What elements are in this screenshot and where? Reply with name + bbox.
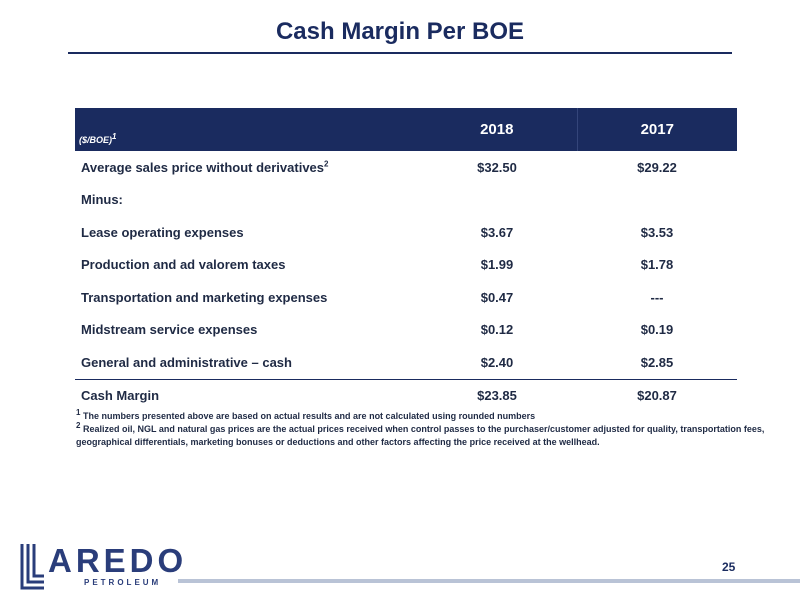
row-label: General and administrative – cash	[81, 354, 292, 370]
table-row: Lease operating expenses $3.67 $3.53	[75, 216, 737, 249]
footer-bar	[178, 579, 800, 583]
table-row: Minus:	[75, 184, 737, 217]
row-label-text: Average sales price without derivatives	[81, 159, 325, 175]
units-header-text: ($/BOE)	[79, 135, 113, 145]
value-2018: $0.12	[480, 322, 514, 338]
value-2017: $20.87	[577, 378, 737, 412]
footnote-1-mark: 1	[76, 408, 81, 417]
value-2017	[577, 184, 737, 217]
value-2017: ---	[650, 289, 664, 305]
table-row: General and administrative – cash $2.40 …	[75, 346, 737, 379]
table-row: Average sales price without derivatives2…	[75, 151, 737, 184]
value-2017: $29.22	[637, 159, 677, 175]
footnote-2: 2 Realized oil, NGL and natural gas pric…	[76, 421, 766, 449]
year-header-2017: 2017	[576, 108, 737, 151]
cash-margin-table: ($/BOE)1 2018 2017 Average sales price w…	[75, 108, 737, 412]
table-row: Transportation and marketing expenses $0…	[75, 281, 737, 314]
value-2017: $0.19	[640, 322, 674, 338]
row-label: Minus:	[81, 192, 123, 208]
table-row: Production and ad valorem taxes $1.99 $1…	[75, 249, 737, 282]
title-divider	[68, 52, 732, 54]
table-header-row: ($/BOE)1 2018 2017	[75, 108, 737, 151]
footnote-2-text: Realized oil, NGL and natural gas prices…	[76, 424, 765, 447]
footnote-1: 1 The numbers presented above are based …	[76, 408, 766, 423]
units-header-sup: 1	[112, 132, 117, 141]
footnote-1-text: The numbers presented above are based on…	[82, 411, 536, 421]
row-label: Production and ad valorem taxes	[81, 257, 286, 273]
value-2017: $1.78	[640, 257, 674, 273]
page-number: 25	[722, 560, 736, 574]
row-label: Transportation and marketing expenses	[81, 289, 328, 305]
value-2018: $2.40	[480, 354, 514, 370]
cash-margin-total-row: Cash Margin $23.85 $20.87	[75, 378, 737, 412]
value-2018: $32.50	[477, 159, 517, 175]
value-2018: $23.85	[417, 378, 577, 412]
footnote-2-mark: 2	[76, 421, 81, 430]
units-header: ($/BOE)1	[75, 108, 417, 151]
row-label: Midstream service expenses	[81, 322, 258, 338]
logo-wordmark: AREDO	[48, 542, 188, 579]
row-label: Lease operating expenses	[81, 224, 244, 240]
page-title: Cash Margin Per BOE	[275, 18, 525, 45]
year-header-2018: 2018	[417, 108, 577, 151]
value-2018: $0.47	[480, 289, 514, 305]
value-2017: $3.53	[640, 224, 674, 240]
logo-subtitle: PETROLEUM	[84, 578, 162, 587]
row-label: Average sales price without derivatives2	[75, 151, 417, 184]
value-2018: $3.67	[480, 224, 514, 240]
row-label: Cash Margin	[75, 378, 417, 412]
value-2018: $1.99	[480, 257, 514, 273]
table-row: Midstream service expenses $0.12 $0.19	[75, 314, 737, 347]
footnotes: 1 The numbers presented above are based …	[76, 408, 766, 449]
row-label-sup: 2	[324, 159, 329, 169]
laredo-petroleum-logo: AREDO PETROLEUM	[20, 540, 195, 590]
value-2018	[417, 184, 577, 217]
value-2017: $2.85	[640, 354, 674, 370]
stacked-l-icon	[20, 544, 44, 590]
